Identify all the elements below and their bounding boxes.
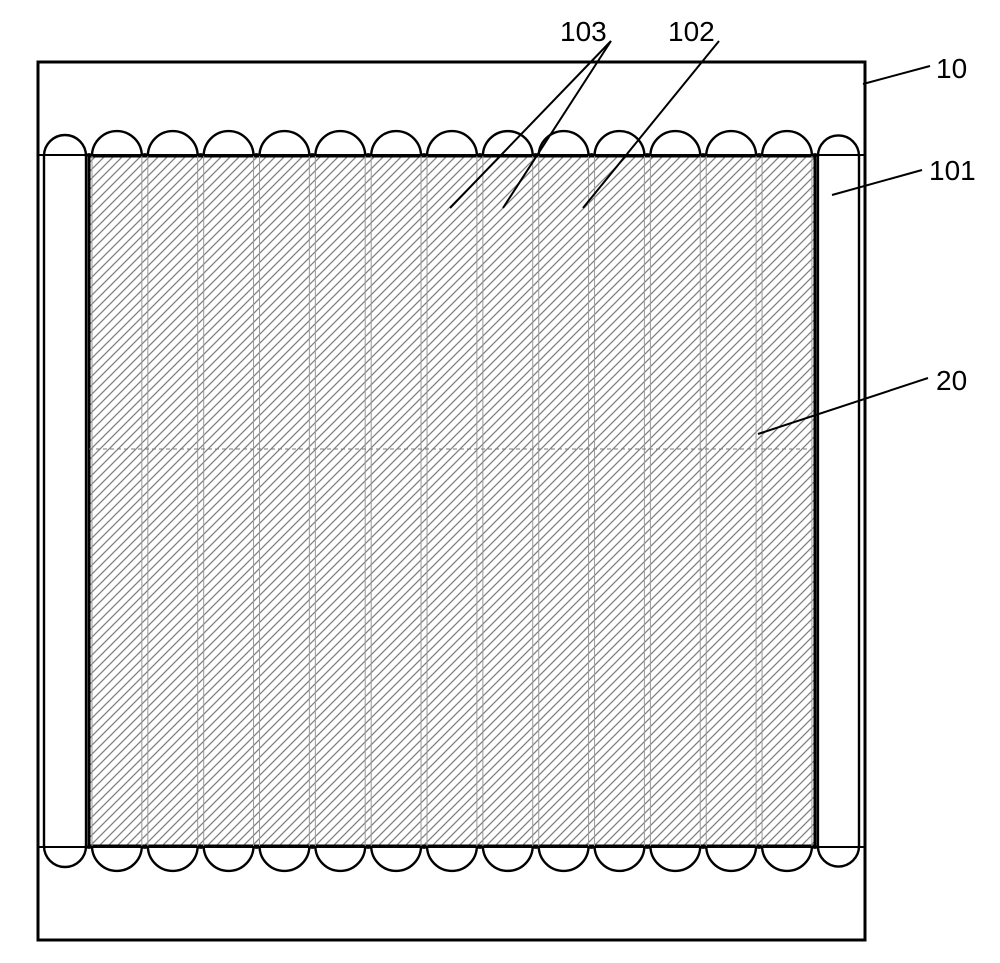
callout-text: 102 — [668, 16, 715, 47]
callout-text: 10 — [936, 53, 967, 84]
callout-text: 20 — [936, 365, 967, 396]
callout-lbl-10: 10 — [863, 53, 967, 84]
callout-text: 103 — [560, 16, 607, 47]
callout-text: 101 — [929, 155, 976, 186]
callout-lbl-101: 101 — [832, 155, 976, 195]
leader-line — [832, 170, 922, 195]
leader-line — [863, 66, 930, 84]
diagram-canvas: 103 102 10 101 20 — [0, 0, 1000, 963]
